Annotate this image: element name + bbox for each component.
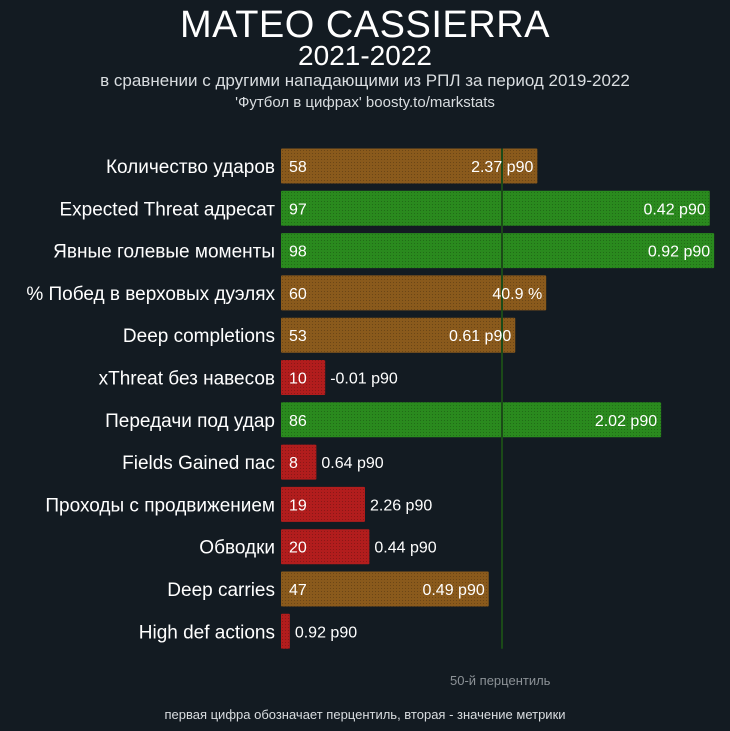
percentile-label: 86 [289,413,307,430]
metric-value-label: 0.42 p90 [643,201,705,218]
percentile-label: 10 [289,371,307,388]
bar-texture-11 [281,613,290,649]
bar-texture-7 [281,444,317,480]
metric-value-label: 2.26 p90 [370,497,432,514]
percentile-label: 98 [289,244,307,261]
metric-value-label: 0.92 p90 [295,624,357,641]
player-name-title: MATEO CASSIERRA [180,4,550,46]
category-label: Обводки [199,538,275,559]
bar-texture-4 [281,317,516,353]
percentile-label: 47 [289,582,307,599]
bar-texture-0 [281,148,538,184]
bar-texture-10 [281,571,489,607]
percentile-label: 58 [289,159,307,176]
category-label: High def actions [139,622,275,643]
percentile-label: 20 [289,540,307,557]
metric-value-label: 0.44 p90 [374,540,436,557]
category-label: Expected Threat адресат [60,199,276,220]
category-label: Количество ударов [106,157,275,178]
category-label: xThreat без навесов [99,369,275,390]
percentile-label: 19 [289,497,307,514]
bar-texture-8 [281,486,365,522]
percentile-label: 60 [289,286,307,303]
metric-value-label: 0.92 p90 [648,244,710,261]
comparison-subtitle: в сравнении с другими нападающими из РПЛ… [100,71,630,90]
category-label: Проходы с продвижением [45,495,275,516]
season-label: 2021-2022 [298,40,432,71]
percentile-label: 8 [289,455,298,472]
metric-value-label: 2.37 p90 [471,159,533,176]
percentile-label: 53 [289,328,307,345]
metric-value-label: 40.9 % [492,286,542,303]
metric-value-label: 0.64 p90 [321,455,383,472]
bar-texture-6 [281,402,662,438]
source-credit: 'Футбол в цифрах' boosty.to/markstats [235,94,495,111]
category-label: Явные голевые моменты [53,242,275,263]
bars-group [281,148,715,649]
metric-value-label: 0.61 p90 [449,328,511,345]
bar-texture-1 [281,190,710,226]
metric-value-label: 2.02 p90 [595,413,657,430]
metric-value-label: 0.49 p90 [422,582,484,599]
median-line-label: 50-й перцентиль [450,673,551,688]
category-label: Fields Gained пас [122,453,275,474]
category-label: Deep carries [167,580,275,601]
bar-texture-2 [281,233,715,269]
category-label: % Побед в верховых дуэлях [26,284,275,305]
percentile-label: 97 [289,201,307,218]
labels-group: Количество ударов 58 2.37 p90 Expected Thre… [26,157,710,643]
bar-texture-5 [281,360,326,395]
chart-footnote: первая цифра обозначает перцентиль, втор… [164,707,566,722]
bar-texture-9 [281,529,370,565]
category-label: Передачи под удар [105,411,275,432]
category-label: Deep completions [123,326,275,347]
metric-value-label: -0.01 p90 [330,371,398,388]
